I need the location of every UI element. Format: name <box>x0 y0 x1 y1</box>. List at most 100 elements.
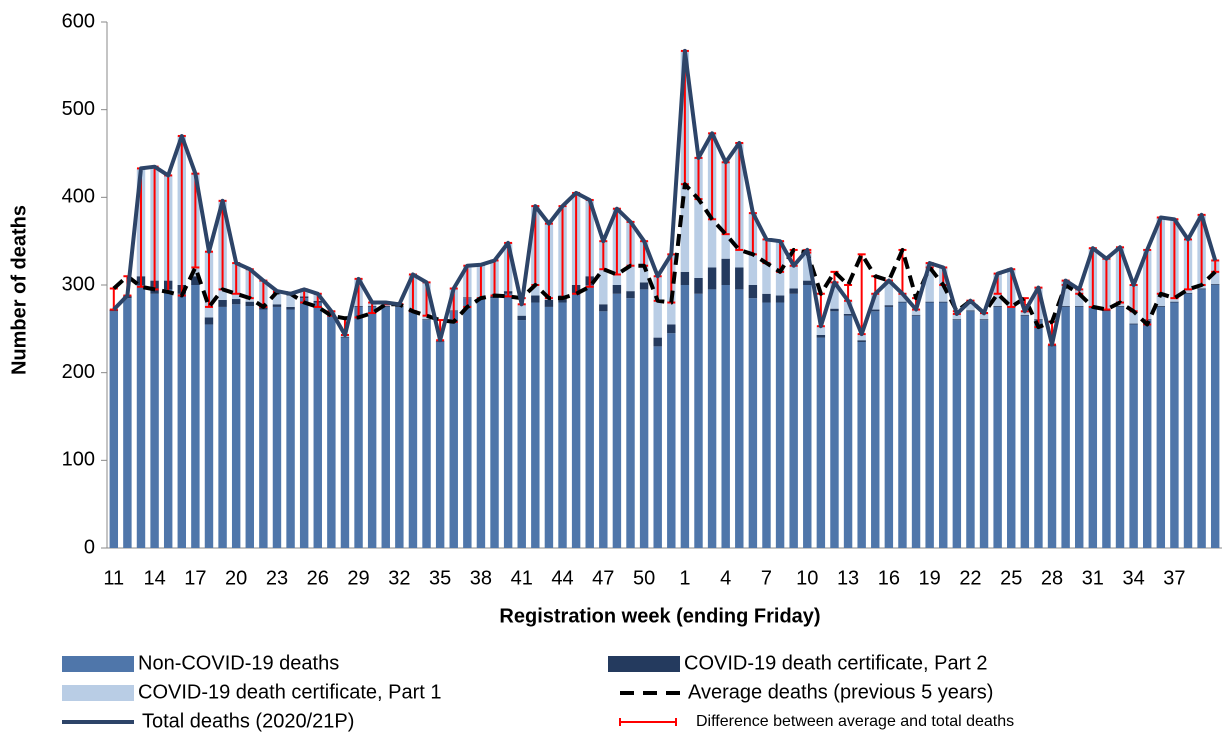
bar-segment <box>871 293 880 310</box>
bar-segment <box>911 309 921 315</box>
bar-segment <box>639 282 649 290</box>
x-tick-label: 26 <box>307 567 329 589</box>
bar-segment <box>191 285 200 548</box>
bar-segment <box>367 306 377 548</box>
bar-segment <box>109 311 119 548</box>
bar-segment <box>979 319 989 321</box>
bar-segment <box>639 289 649 548</box>
bar-segment <box>1170 302 1179 548</box>
bar-segment <box>939 302 948 548</box>
y-tick-label: 600 <box>62 10 95 32</box>
bar-segment <box>843 315 853 548</box>
bar-segment <box>1102 310 1111 312</box>
bar-segment <box>449 311 458 548</box>
average-line <box>112 182 1217 330</box>
bar-segment <box>830 308 839 312</box>
bar-segment <box>150 293 159 548</box>
bar-segment <box>762 239 771 294</box>
bar-segment <box>735 267 744 290</box>
bar-segment <box>830 311 839 548</box>
bar-segment <box>939 301 948 303</box>
bar-segment <box>191 276 200 285</box>
bar-segment <box>435 341 445 548</box>
bar-segment <box>531 295 540 303</box>
bar-segment <box>340 336 350 338</box>
legend-label: Non-COVID-19 deaths <box>138 652 339 674</box>
bar-segment <box>571 293 581 548</box>
bar-segment <box>667 333 676 548</box>
bar-segment <box>653 276 662 338</box>
x-tick-label: 38 <box>470 567 492 589</box>
bar-segment <box>1115 306 1125 307</box>
bar-segment <box>1034 320 1043 548</box>
bar-segment <box>857 340 866 342</box>
bar-segment <box>1197 289 1206 548</box>
bar-segment <box>816 326 826 335</box>
bar-segment <box>952 319 962 321</box>
bar-segment <box>354 306 363 548</box>
bar-segment <box>517 315 526 321</box>
x-tick-label: 17 <box>184 567 206 589</box>
legend-swatch <box>62 685 134 701</box>
bar-segment <box>1183 293 1193 548</box>
x-tick-label: 25 <box>1000 567 1022 589</box>
bar-segment <box>299 298 309 548</box>
bar-segment <box>911 315 921 548</box>
bar-segment <box>286 306 295 310</box>
bar-segment <box>245 306 254 548</box>
bar-segment <box>218 299 227 307</box>
bar-segment <box>803 249 812 281</box>
bar-segment <box>762 293 771 303</box>
bar-segment <box>612 285 622 294</box>
y-axis-title: Number of deaths <box>8 205 30 375</box>
bar-segment <box>1115 306 1125 548</box>
bar-segment <box>993 306 1002 307</box>
bar-segment <box>1142 320 1152 548</box>
x-axis-title: Registration week (ending Friday) <box>499 605 820 627</box>
x-tick-label: 28 <box>1041 567 1063 589</box>
bar-segment <box>884 280 894 306</box>
bar-segment <box>707 267 717 290</box>
bar-segment <box>925 302 934 548</box>
bar-segment <box>816 334 826 338</box>
x-tick-label: 10 <box>796 567 818 589</box>
bar-segment <box>966 300 975 311</box>
bar-segment <box>1007 306 1016 548</box>
bar-segment <box>626 291 635 299</box>
bar-segment <box>381 306 390 307</box>
total-line <box>112 48 1218 347</box>
bar-segment <box>599 311 608 548</box>
bar-segment <box>843 313 853 316</box>
bar-segment <box>1047 346 1057 548</box>
bar-segment <box>1210 284 1220 285</box>
legend-swatch <box>608 656 680 672</box>
bar-segment <box>1075 289 1084 307</box>
bar-segment <box>898 293 907 302</box>
bar-segment <box>177 293 187 548</box>
bar-segment <box>830 282 839 309</box>
x-tick-label: 1 <box>679 567 690 589</box>
bar-segment <box>599 241 608 305</box>
bar-segment <box>952 313 962 320</box>
x-tick-label: 19 <box>919 567 941 589</box>
bar-segment <box>286 309 295 548</box>
y-tick-label: 500 <box>62 98 95 120</box>
x-tick-label: 34 <box>1122 567 1144 589</box>
bar-segment <box>775 302 785 548</box>
bar-segment <box>259 309 268 548</box>
bar-segment <box>313 302 322 548</box>
bar-segment <box>748 298 758 548</box>
bar-segment <box>1129 323 1138 325</box>
x-tick-label: 31 <box>1082 567 1104 589</box>
bar-segment <box>422 320 431 548</box>
bar-segment <box>925 263 934 302</box>
bar-segment <box>884 305 894 307</box>
legend-label: COVID-19 death certificate, Part 1 <box>138 681 441 703</box>
bar-segment <box>694 277 703 294</box>
bar-segment <box>884 306 894 548</box>
bar-segment <box>721 258 730 285</box>
bar-segment <box>503 293 513 548</box>
bar-segment <box>735 289 744 548</box>
x-tick-label: 50 <box>633 567 655 589</box>
